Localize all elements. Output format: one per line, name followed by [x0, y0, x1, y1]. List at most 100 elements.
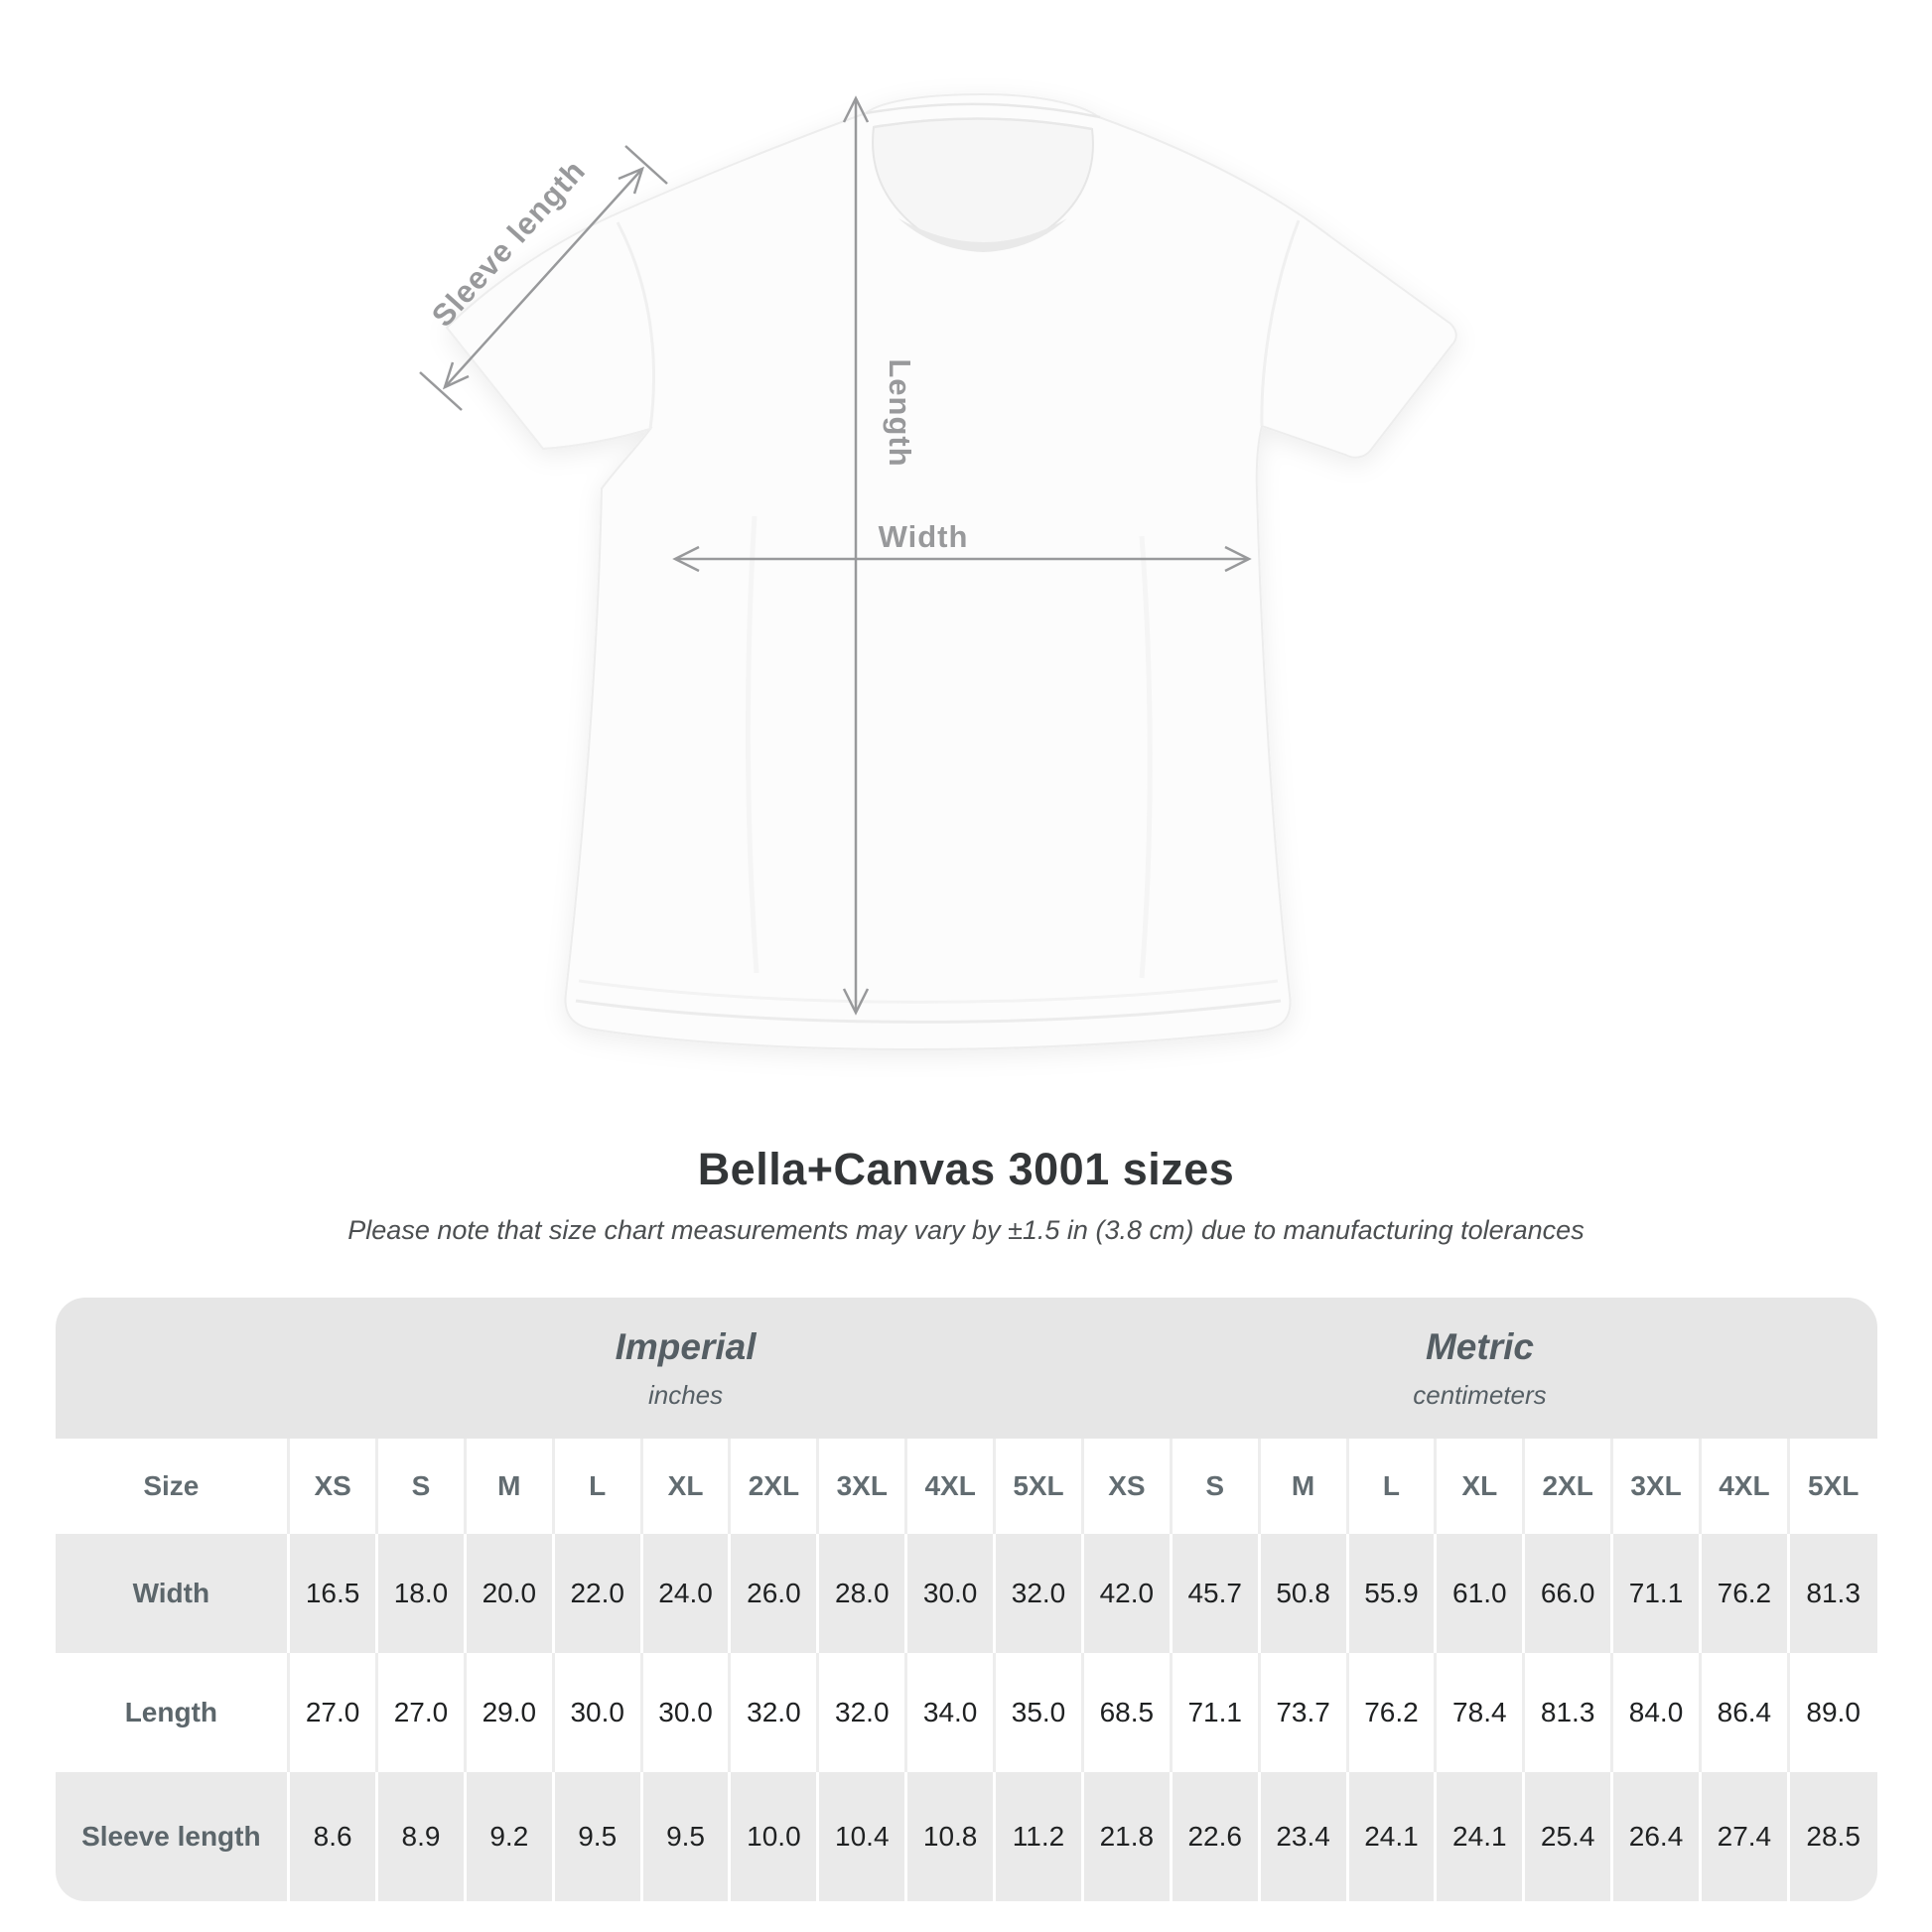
- page-title: Bella+Canvas 3001 sizes: [697, 1144, 1235, 1194]
- imperial-group-header: Imperial inches: [288, 1298, 1083, 1439]
- col-header-met-xl: XL: [1434, 1439, 1524, 1534]
- width-value: 18.0: [375, 1534, 466, 1653]
- band-corner-cell: [55, 1298, 289, 1439]
- tshirt-diagram-svg: Length Width Sleeve length: [419, 92, 1457, 1050]
- length-value: 76.2: [1345, 1653, 1436, 1772]
- length-arrowhead-bottom: [842, 988, 870, 1016]
- imperial-unit: inches: [647, 1379, 724, 1410]
- length-label: Length: [883, 358, 917, 467]
- width-arrow: [672, 545, 1252, 573]
- length-value: 84.0: [1610, 1653, 1701, 1772]
- width-value: 26.0: [728, 1534, 818, 1653]
- col-header-imp-xs: XS: [287, 1439, 377, 1534]
- width-value: 42.0: [1080, 1534, 1172, 1653]
- tolerance-note: Please note that size chart measurements…: [347, 1215, 1585, 1245]
- sleeve-value: 8.6: [287, 1772, 377, 1901]
- width-row: Width 16.5 18.0 20.0 22.0 24.0 26.0 28.0…: [55, 1534, 1877, 1653]
- width-value: 16.5: [287, 1534, 377, 1653]
- col-header-met-2xl: 2XL: [1522, 1439, 1612, 1534]
- length-value: 27.0: [375, 1653, 466, 1772]
- width-value: 20.0: [463, 1534, 554, 1653]
- sleeve-value: 9.5: [551, 1772, 642, 1901]
- width-value: 50.8: [1257, 1534, 1348, 1653]
- sleeve-value: 27.4: [1698, 1772, 1789, 1901]
- length-arrow: [842, 95, 870, 1016]
- length-value: 81.3: [1522, 1653, 1612, 1772]
- col-header-imp-l: L: [551, 1439, 642, 1534]
- length-value: 35.0: [993, 1653, 1083, 1772]
- tshirt-fold-1: [745, 515, 759, 974]
- width-value: 55.9: [1345, 1534, 1436, 1653]
- sleeve-value: 10.4: [816, 1772, 906, 1901]
- tshirt-measurement-diagram: Length Width Sleeve length: [419, 92, 1457, 1050]
- col-header-met-3xl: 3XL: [1610, 1439, 1701, 1534]
- row-label-sleeve-length: Sleeve length: [55, 1772, 289, 1901]
- metric-unit: centimeters: [1413, 1379, 1547, 1410]
- sleeve-value: 10.8: [904, 1772, 995, 1901]
- sleeve-arrow-line: [444, 168, 643, 388]
- width-value: 71.1: [1610, 1534, 1701, 1653]
- metric-title: Metric: [1425, 1325, 1534, 1367]
- col-header-imp-4xl: 4XL: [904, 1439, 995, 1534]
- length-value: 30.0: [551, 1653, 642, 1772]
- sleeve-value: 25.4: [1522, 1772, 1612, 1901]
- width-value: 61.0: [1434, 1534, 1524, 1653]
- width-value: 76.2: [1698, 1534, 1789, 1653]
- sleeve-length-arrow: [419, 145, 668, 411]
- length-value: 68.5: [1080, 1653, 1172, 1772]
- size-header: Size: [55, 1439, 289, 1534]
- tshirt-left-underarm: [446, 327, 651, 451]
- length-value: 86.4: [1698, 1653, 1789, 1772]
- length-row: Length 27.0 27.0 29.0 30.0 30.0 32.0 32.…: [55, 1653, 1877, 1772]
- col-header-met-l: L: [1345, 1439, 1436, 1534]
- sleeve-value: 8.9: [375, 1772, 466, 1901]
- tshirt-hem-line: [575, 999, 1282, 1024]
- width-value: 30.0: [904, 1534, 995, 1653]
- tshirt-hem-line-2: [578, 979, 1279, 1004]
- col-header-imp-2xl: 2XL: [728, 1439, 818, 1534]
- length-value: 29.0: [463, 1653, 554, 1772]
- col-header-imp-5xl: 5XL: [993, 1439, 1083, 1534]
- col-header-met-s: S: [1169, 1439, 1260, 1534]
- row-label-length: Length: [55, 1653, 289, 1772]
- col-header-imp-xl: XL: [639, 1439, 730, 1534]
- sleeve-value: 28.5: [1786, 1772, 1877, 1901]
- length-value: 71.1: [1169, 1653, 1260, 1772]
- sleeve-value: 26.4: [1610, 1772, 1701, 1901]
- sleeve-length-row: Sleeve length 8.6 8.9 9.2 9.5 9.5 10.0 1…: [55, 1772, 1877, 1901]
- width-value: 24.0: [639, 1534, 730, 1653]
- length-value: 30.0: [639, 1653, 730, 1772]
- length-value: 27.0: [287, 1653, 377, 1772]
- tshirt-armhole-seam-left: [616, 221, 655, 430]
- length-value: 32.0: [816, 1653, 906, 1772]
- sleeve-value: 9.5: [639, 1772, 730, 1901]
- col-header-met-5xl: 5XL: [1786, 1439, 1877, 1534]
- sleeve-arrowhead-top: [618, 166, 645, 195]
- width-value: 28.0: [816, 1534, 906, 1653]
- sleeve-value: 21.8: [1080, 1772, 1172, 1901]
- width-value: 81.3: [1786, 1534, 1877, 1653]
- sleeve-value: 22.6: [1169, 1772, 1260, 1901]
- imperial-title: Imperial: [615, 1325, 757, 1367]
- length-value: 78.4: [1434, 1653, 1524, 1772]
- tshirt-fold-2: [1139, 535, 1153, 979]
- tshirt-neck-shadow: [898, 218, 1067, 252]
- width-value: 32.0: [993, 1534, 1083, 1653]
- width-arrowhead-left: [672, 545, 700, 573]
- unit-group-row: Imperial inches Metric centimeters: [55, 1298, 1877, 1439]
- sleeve-arrowhead-bottom: [442, 361, 470, 390]
- size-header-row: Size XS S M L XL 2XL 3XL 4XL 5XL XS S M …: [55, 1439, 1877, 1534]
- metric-group-header: Metric centimeters: [1082, 1298, 1877, 1439]
- length-arrowhead-top: [842, 95, 870, 123]
- col-header-imp-m: M: [463, 1439, 554, 1534]
- sleeve-value: 24.1: [1345, 1772, 1436, 1901]
- tshirt-silhouette: [445, 92, 1457, 1050]
- width-value: 45.7: [1169, 1534, 1260, 1653]
- length-value: 89.0: [1786, 1653, 1877, 1772]
- sleeve-value: 23.4: [1257, 1772, 1348, 1901]
- sleeve-extension-tick-bottom: [419, 371, 463, 411]
- length-value: 34.0: [904, 1653, 995, 1772]
- sleeve-value: 9.2: [463, 1772, 554, 1901]
- width-value: 22.0: [551, 1534, 642, 1653]
- width-label: Width: [879, 519, 969, 554]
